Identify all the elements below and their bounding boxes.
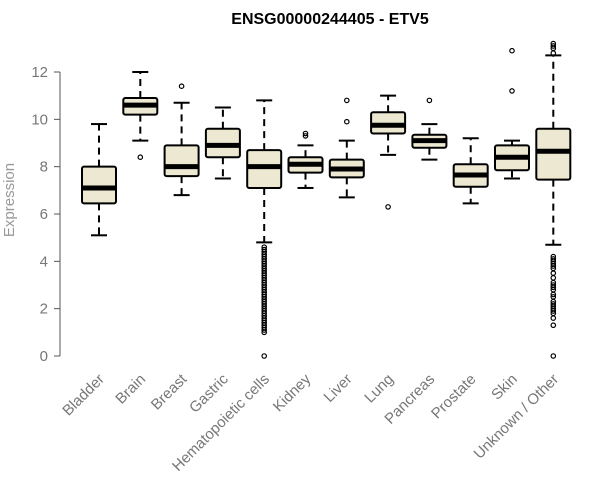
y-tick-label: 2	[40, 301, 48, 318]
outlier-point	[137, 154, 144, 161]
outlier-point	[509, 47, 515, 54]
box-group	[81, 123, 117, 237]
outlier-point	[550, 308, 557, 314]
box-group	[163, 83, 200, 197]
outlier-point	[385, 204, 391, 210]
box-group	[494, 47, 530, 180]
category-label: Liver	[321, 371, 356, 406]
outlier-point	[302, 133, 309, 139]
box-group	[328, 97, 365, 199]
y-tick-label: 6	[40, 206, 48, 223]
outlier-point	[302, 130, 309, 137]
outlier-point	[550, 270, 557, 276]
outlier-point	[343, 118, 350, 125]
outlier-point	[261, 329, 268, 336]
outlier-point	[178, 83, 185, 90]
box-group	[452, 137, 489, 205]
y-tick-label: 8	[40, 159, 48, 176]
outlier-point	[550, 291, 557, 298]
y-tick-label: 12	[31, 64, 48, 81]
outlier-point	[550, 40, 557, 47]
category-label: Breast	[148, 370, 191, 413]
box-group	[535, 40, 572, 359]
outlier-point	[550, 322, 557, 329]
box-group	[204, 106, 241, 180]
y-tick-label: 10	[31, 111, 48, 128]
outlier-point	[426, 97, 433, 104]
outlier-point	[509, 88, 515, 94]
box	[163, 144, 200, 178]
box-group	[411, 97, 448, 161]
chart-title: ENSG00000244405 - ETV5	[231, 11, 429, 28]
category-label: Skin	[488, 371, 521, 404]
outlier-point	[550, 353, 557, 359]
boxes	[81, 40, 572, 359]
box-group	[370, 94, 407, 210]
box-group	[287, 130, 324, 189]
outlier-point	[343, 97, 350, 104]
outlier-point	[550, 275, 557, 281]
y-axis: 0 2 4 6 8 10 12	[31, 64, 61, 365]
box-group	[122, 71, 159, 161]
category-label: Kidney	[270, 370, 315, 415]
box	[81, 165, 117, 205]
box	[535, 127, 572, 181]
outlier-point	[550, 263, 557, 269]
category-label: Prostate	[428, 371, 480, 423]
category-label: Brain	[112, 371, 149, 408]
outlier-point	[550, 43, 557, 49]
category-label: Lung	[361, 371, 397, 407]
outlier-point	[261, 353, 268, 359]
outlier-point	[261, 327, 268, 333]
category-label: Bladder	[59, 371, 108, 420]
outlier-point	[550, 315, 557, 321]
y-tick-label: 0	[40, 348, 48, 365]
y-axis-title: Expression	[1, 163, 18, 237]
outlier-point	[550, 284, 557, 291]
y-tick-label: 4	[40, 253, 48, 270]
box-group	[246, 99, 283, 359]
